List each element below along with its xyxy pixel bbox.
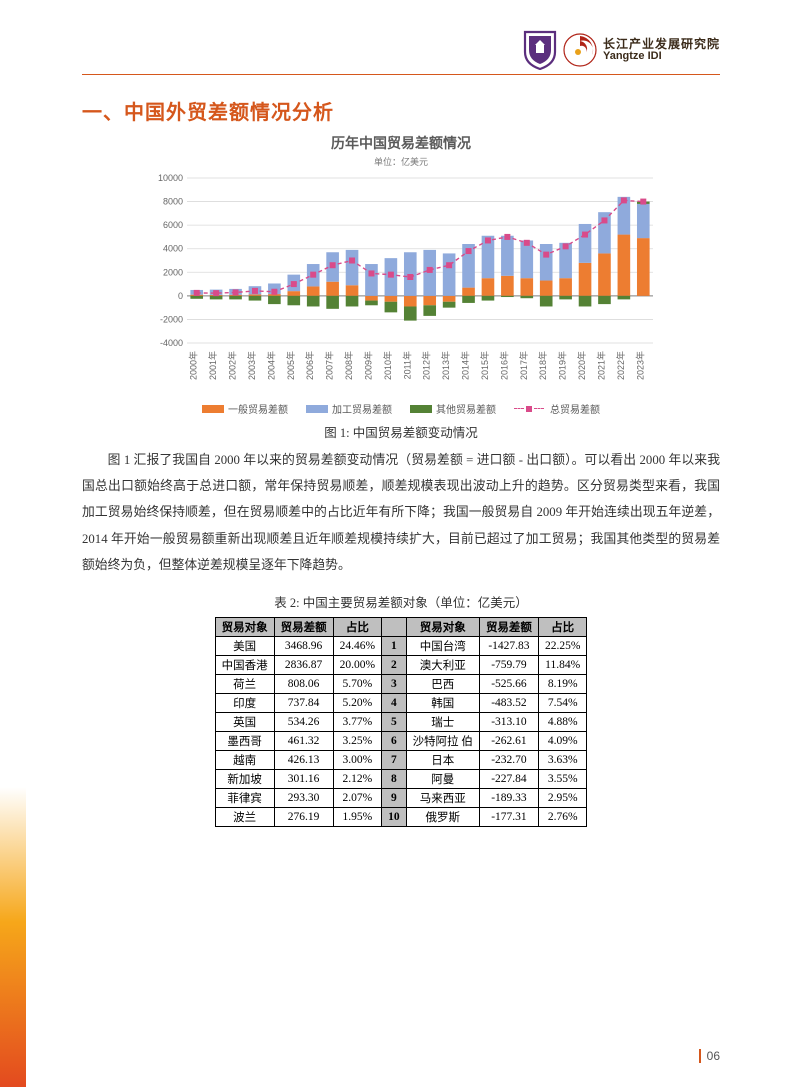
legend-other: 其他贸易差额: [410, 401, 496, 416]
svg-text:2000年: 2000年: [188, 351, 199, 380]
chart-legend: 一般贸易差额 加工贸易差额 其他贸易差额 总贸易差额: [202, 401, 600, 416]
svg-text:2009年: 2009年: [362, 351, 373, 380]
svg-text:2007年: 2007年: [324, 351, 335, 380]
svg-text:2003年: 2003年: [246, 351, 257, 380]
trade-partners-table: 贸易对象贸易差额占比贸易对象贸易差额占比美国3468.9624.46%1中国台湾…: [215, 617, 588, 827]
svg-text:-4000: -4000: [160, 338, 183, 348]
brand-cn: 长江产业发展研究院: [603, 38, 720, 51]
svg-text:2021年: 2021年: [595, 351, 606, 380]
legend-processing: 加工贸易差额: [306, 401, 392, 416]
legend-total-label: 总贸易差额: [550, 401, 600, 416]
svg-text:2011年: 2011年: [401, 351, 412, 379]
trade-balance-chart: -4000 -2000 0 2000 4000 6000 8000 10000 2000年 200…: [141, 172, 661, 397]
paragraph-text: 图 1 汇报了我国自 2000 年以来的贸易差额变动情况（贸易差额 = 进口额 …: [82, 447, 720, 578]
svg-text:2014年: 2014年: [460, 351, 471, 380]
svg-text:2012年: 2012年: [421, 351, 432, 380]
legend-general-label: 一般贸易差额: [228, 401, 288, 416]
legend-processing-label: 加工贸易差额: [332, 401, 392, 416]
svg-text:-2000: -2000: [160, 314, 183, 324]
svg-text:6000: 6000: [163, 220, 183, 230]
section-heading: 一、中国外贸差额情况分析: [82, 96, 720, 125]
chart-title: 历年中国贸易差额情况: [331, 133, 471, 153]
svg-text:2004年: 2004年: [265, 351, 276, 380]
header-rule: [82, 74, 720, 75]
svg-text:2002年: 2002年: [227, 351, 238, 380]
university-shield-icon: [523, 30, 557, 70]
svg-text:2006年: 2006年: [304, 351, 315, 380]
header-logos: 长江产业发展研究院 Yangtze IDI: [523, 30, 720, 70]
yangtze-swirl-icon: [563, 33, 597, 67]
chart-container: 历年中国贸易差额情况 单位：亿美元 -4000 -2000 0 2000 4000 600…: [82, 131, 720, 441]
figure-caption: 图 1: 中国贸易差额变动情况: [324, 422, 477, 441]
svg-text:0: 0: [178, 291, 183, 301]
legend-general: 一般贸易差额: [202, 401, 288, 416]
body-paragraph: 图 1 汇报了我国自 2000 年以来的贸易差额变动情况（贸易差额 = 进口额 …: [82, 447, 720, 578]
page-footer: 06: [699, 1049, 720, 1063]
svg-text:2019年: 2019年: [557, 351, 568, 380]
svg-text:2018年: 2018年: [537, 351, 548, 380]
svg-text:10000: 10000: [158, 173, 183, 183]
brand-en: Yangtze IDI: [603, 51, 720, 63]
svg-text:2001年: 2001年: [207, 351, 218, 380]
svg-text:2005年: 2005年: [285, 351, 296, 380]
chart-subtitle: 单位：亿美元: [374, 155, 428, 168]
page-content: 一、中国外贸差额情况分析 历年中国贸易差额情况 单位：亿美元 -4000 -200…: [82, 96, 720, 827]
svg-text:2013年: 2013年: [440, 351, 451, 380]
svg-text:2017年: 2017年: [518, 351, 529, 380]
svg-text:2015年: 2015年: [479, 351, 490, 380]
table-caption: 表 2: 中国主要贸易差额对象（单位：亿美元）: [82, 592, 720, 611]
svg-text:2010年: 2010年: [382, 351, 393, 380]
side-gradient-decoration: [0, 787, 26, 1087]
svg-text:2000: 2000: [163, 267, 183, 277]
svg-text:4000: 4000: [163, 244, 183, 254]
svg-text:2022年: 2022年: [615, 351, 626, 380]
page-number: 06: [707, 1049, 720, 1063]
legend-other-label: 其他贸易差额: [436, 401, 496, 416]
svg-text:2016年: 2016年: [498, 351, 509, 380]
svg-text:2020年: 2020年: [576, 351, 587, 380]
svg-text:8000: 8000: [163, 197, 183, 207]
brand-text: 长江产业发展研究院 Yangtze IDI: [603, 38, 720, 62]
svg-text:2023年: 2023年: [634, 351, 645, 380]
legend-total: 总贸易差额: [514, 401, 600, 416]
footer-bar-icon: [699, 1049, 701, 1063]
svg-text:2008年: 2008年: [343, 351, 354, 380]
